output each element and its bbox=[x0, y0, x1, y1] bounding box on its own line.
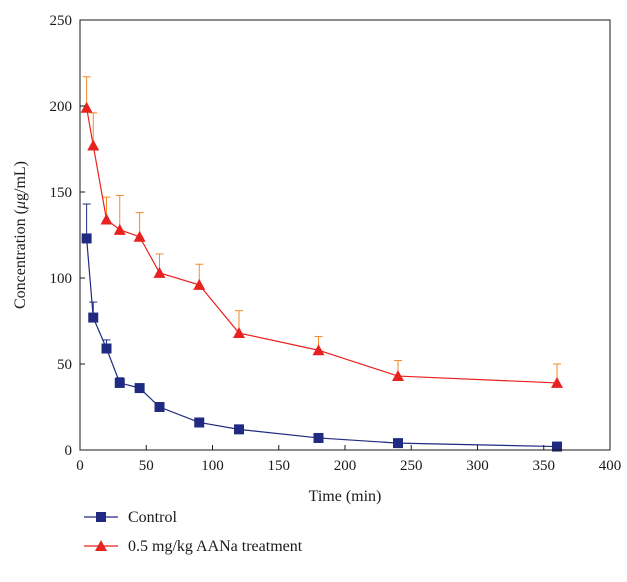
data-point-triangle bbox=[113, 223, 126, 235]
y-axis-title-prefix: Concentration ( bbox=[12, 209, 29, 309]
y-tick-label: 150 bbox=[50, 185, 73, 201]
x-tick-label: 100 bbox=[201, 458, 224, 474]
data-point-square bbox=[393, 438, 403, 449]
data-point-triangle bbox=[100, 213, 113, 225]
data-point-triangle bbox=[80, 101, 93, 113]
data-point-square bbox=[194, 417, 205, 428]
y-tick-label: 50 bbox=[57, 357, 72, 373]
data-point-square bbox=[81, 233, 92, 244]
y-tick-label: 250 bbox=[50, 13, 73, 29]
plot-frame bbox=[79, 19, 611, 451]
y-axis-title-mu: μ bbox=[12, 201, 29, 210]
x-tick-label: 0 bbox=[76, 458, 84, 474]
x-axis-title: Time (min) bbox=[309, 488, 382, 505]
x-tick-label: 400 bbox=[599, 458, 622, 474]
x-tick-label: 300 bbox=[466, 458, 489, 474]
data-point-square bbox=[134, 383, 145, 394]
y-axis-title-suffix: g/mL) bbox=[12, 161, 29, 201]
data-point-triangle bbox=[233, 327, 245, 339]
data-point-triangle bbox=[551, 376, 563, 388]
series-control bbox=[81, 203, 562, 452]
x-tick-label: 350 bbox=[533, 458, 556, 474]
data-point-square bbox=[234, 424, 244, 435]
x-tick-label: 200 bbox=[334, 458, 357, 474]
data-point-square bbox=[101, 343, 112, 354]
legend-item-control: Control bbox=[84, 509, 177, 526]
legend-marker-square-icon bbox=[96, 512, 106, 522]
data-point-triangle bbox=[312, 344, 325, 356]
legend-label-treatment: 0.5 mg/kg AANa treatment bbox=[128, 538, 303, 555]
x-tick-label: 150 bbox=[268, 458, 291, 474]
y-tick-label: 0 bbox=[65, 443, 73, 459]
series-line bbox=[86, 107, 558, 384]
legend-marker-triangle-icon bbox=[95, 540, 107, 551]
y-tick-label: 200 bbox=[50, 99, 73, 115]
data-point-square bbox=[154, 402, 165, 412]
data-point-square bbox=[313, 432, 324, 443]
y-axis-title: Concentration (μg/mL) bbox=[12, 161, 29, 309]
y-tick-label: 100 bbox=[50, 271, 73, 287]
plot-area bbox=[80, 76, 563, 452]
legend-item-treatment: 0.5 mg/kg AANa treatment bbox=[84, 538, 303, 555]
data-point-square bbox=[552, 441, 562, 452]
x-tick-label: 50 bbox=[139, 458, 154, 474]
data-point-triangle bbox=[392, 370, 404, 382]
data-point-triangle bbox=[133, 230, 146, 242]
x-tick-label: 250 bbox=[400, 458, 423, 474]
data-point-triangle bbox=[87, 139, 100, 151]
legend-label-control: Control bbox=[128, 509, 177, 526]
data-point-square bbox=[88, 312, 99, 323]
data-point-triangle bbox=[193, 278, 206, 290]
data-point-square bbox=[114, 377, 125, 388]
legend: Control 0.5 mg/kg AANa treatment bbox=[84, 509, 303, 555]
series-treatment bbox=[80, 76, 563, 388]
axes: Time (min) Concentration (μg/mL) 0 50 100 1… bbox=[12, 13, 621, 505]
data-point-triangle bbox=[153, 266, 166, 278]
